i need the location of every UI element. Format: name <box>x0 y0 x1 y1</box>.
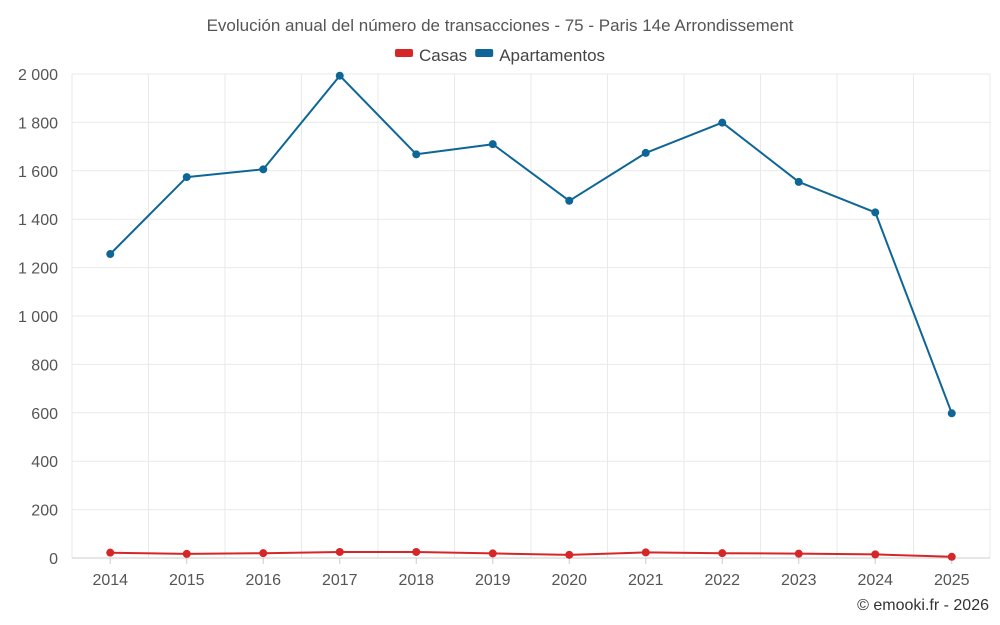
legend-item-apartamentos[interactable]: Apartamentos <box>475 46 605 65</box>
y-tick-label: 1 200 <box>18 261 58 278</box>
x-tick-label: 2016 <box>245 572 281 589</box>
x-tick-label: 2014 <box>92 572 128 589</box>
axes: 0 200 400 600 800 1 000 1 200 1 400 1 600 1 800 2 … <box>18 67 990 589</box>
series-casas <box>106 547 956 561</box>
legend-swatch <box>395 49 413 57</box>
data-point-apartamentos[interactable] <box>565 196 574 205</box>
legend-swatch <box>475 49 494 57</box>
x-tick-label: 2017 <box>322 572 358 589</box>
data-point-apartamentos[interactable] <box>794 177 803 186</box>
data-point-casas[interactable] <box>182 549 191 558</box>
series-apartamentos <box>106 71 956 418</box>
data-point-casas[interactable] <box>412 547 421 556</box>
chart-title: Evolución anual del número de transaccio… <box>207 16 794 35</box>
x-tick-label: 2019 <box>475 572 511 589</box>
y-tick-label: 800 <box>31 357 58 374</box>
series-layer <box>106 71 956 561</box>
series-line-casas <box>110 551 952 558</box>
y-tick-label: 600 <box>31 406 58 423</box>
data-point-casas[interactable] <box>259 549 268 558</box>
data-point-casas[interactable] <box>794 549 803 558</box>
grid <box>71 73 991 558</box>
legend-label: Apartamentos <box>499 46 605 65</box>
data-point-casas[interactable] <box>641 548 650 557</box>
x-tick-label: 2018 <box>398 572 434 589</box>
y-tick-label: 0 <box>49 551 58 568</box>
x-tick-label: 2025 <box>934 572 970 589</box>
legend-label: Casas <box>419 46 467 65</box>
y-tick-label: 400 <box>31 454 58 471</box>
data-point-apartamentos[interactable] <box>718 118 727 127</box>
data-point-apartamentos[interactable] <box>335 71 344 80</box>
data-point-casas[interactable] <box>947 552 956 561</box>
data-point-apartamentos[interactable] <box>641 148 650 157</box>
x-tick-label: 2022 <box>704 572 740 589</box>
x-tick-label: 2021 <box>628 572 664 589</box>
data-point-casas[interactable] <box>718 549 727 558</box>
legend-item-casas[interactable]: Casas <box>395 46 467 65</box>
data-point-casas[interactable] <box>871 550 880 559</box>
data-point-casas[interactable] <box>335 547 344 556</box>
x-tick-label: 2020 <box>551 572 587 589</box>
data-point-apartamentos[interactable] <box>871 208 880 217</box>
data-point-apartamentos[interactable] <box>488 140 497 149</box>
series-line-apartamentos <box>109 74 953 414</box>
x-tick-label: 2015 <box>169 572 205 589</box>
y-tick-label: 1 400 <box>18 212 58 229</box>
data-point-apartamentos[interactable] <box>412 150 421 159</box>
data-point-casas[interactable] <box>565 550 574 559</box>
credit-text: © emooki.fr - 2026 <box>857 597 989 614</box>
data-point-casas[interactable] <box>488 549 497 558</box>
y-tick-label: 1 800 <box>18 115 58 132</box>
y-tick-label: 1 600 <box>18 164 58 181</box>
y-tick-label: 200 <box>31 503 58 520</box>
y-tick-label: 1 000 <box>18 309 58 326</box>
data-point-apartamentos[interactable] <box>182 173 191 182</box>
data-point-apartamentos[interactable] <box>947 409 956 418</box>
data-point-apartamentos[interactable] <box>259 165 268 174</box>
data-point-casas[interactable] <box>106 548 115 557</box>
y-tick-label: 2 000 <box>18 67 58 84</box>
x-tick-label: 2024 <box>857 572 893 589</box>
legend: Casas Apartamentos <box>395 46 605 65</box>
data-point-apartamentos[interactable] <box>106 250 115 259</box>
x-tick-label: 2023 <box>781 572 817 589</box>
